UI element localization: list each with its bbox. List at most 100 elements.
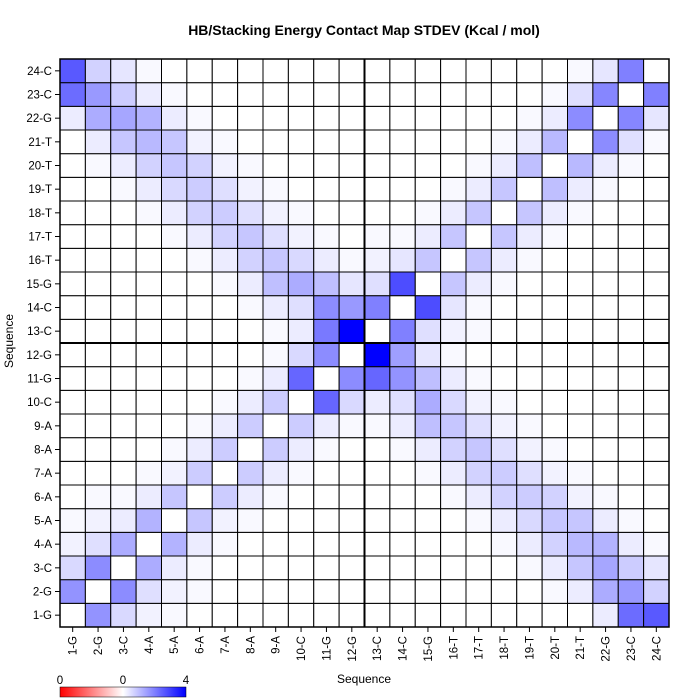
heatmap-cell [389,389,416,415]
heatmap-cell [110,318,137,344]
heatmap-cell [490,531,518,557]
heatmap-cell [465,413,492,439]
heatmap-cell [490,437,518,462]
heatmap-cell [541,437,568,462]
heatmap-cell [389,153,416,178]
heatmap-cell [313,555,340,581]
heatmap-cell [186,602,213,628]
heatmap-cell [592,413,619,439]
heatmap-cell [135,58,162,84]
heatmap-cell [59,389,86,415]
heatmap-cell [364,484,391,510]
heatmap-cell [567,247,594,273]
heatmap-cell [287,413,315,439]
heatmap-cell [364,129,391,155]
heatmap-cell [313,484,340,510]
heatmap-cell [414,129,442,155]
heatmap-cell [237,224,264,249]
heatmap-cell [643,129,670,155]
heatmap-cell [389,602,416,628]
heatmap-cell [617,153,645,178]
heatmap-cell [186,437,213,462]
heatmap-cell [364,295,391,320]
heatmap-cell [440,224,467,249]
heatmap-cell [567,105,594,131]
heatmap-cell [592,153,619,178]
heatmap-cell [313,271,340,297]
heatmap-cell [516,176,543,202]
heatmap-cell [59,508,86,533]
heatmap-cell [237,437,264,462]
heatmap-cell [592,105,619,131]
y-tick-label: 10-C [27,397,52,409]
heatmap-cell [135,271,162,297]
heatmap-cell [287,484,315,510]
heatmap-cell [516,555,543,581]
heatmap-cell [440,247,467,273]
color-scale-tick-label: 0 [120,675,126,687]
heatmap-cell [617,247,645,273]
heatmap-cell [465,58,492,84]
heatmap-cell [465,460,492,486]
x-tick-label: 20-T [550,636,562,660]
heatmap-cell [567,437,594,462]
heatmap-cell [567,531,594,557]
x-tick-label: 23-C [626,636,638,661]
heatmap-cell [592,366,619,391]
heatmap-cell [84,342,112,368]
heatmap-cell [135,437,162,462]
heatmap-cell [338,460,365,486]
heatmap-cell [59,342,86,368]
heatmap-cell [389,342,416,368]
heatmap-cell [541,484,568,510]
x-tick-label: 16-T [448,636,460,660]
heatmap-cell [617,271,645,297]
heatmap-cell [516,295,543,320]
heatmap-cell [440,413,467,439]
heatmap-cell [186,295,213,320]
x-tick-label: 15-G [423,636,435,662]
heatmap-cell [643,271,670,297]
heatmap-cell [465,105,492,131]
heatmap-cell [643,437,670,462]
heatmap-cell [617,555,645,581]
heatmap-cell [643,484,670,510]
heatmap-cell [541,508,568,533]
heatmap-cell [186,318,213,344]
x-tick-label: 3-C [118,636,130,655]
x-tick-label: 21-T [575,636,587,660]
heatmap-cell [643,555,670,581]
heatmap-cell [313,318,340,344]
heatmap-cell [84,437,112,462]
heatmap-cell [313,176,340,202]
heatmap-cell [59,318,86,344]
chart-title: HB/Stacking Energy Contact Map STDEV (Kc… [188,22,540,38]
heatmap-cell [262,342,289,368]
heatmap-cell [84,176,112,202]
heatmap-cell [490,271,518,297]
heatmap-cell [262,247,289,273]
y-tick-label: 5-A [34,516,52,528]
heatmap-cell [643,153,670,178]
heatmap-cell [59,413,86,439]
heatmap-cell [338,531,365,557]
heatmap-cell [186,105,213,131]
heatmap-cell [237,82,264,107]
heatmap-cell [364,579,391,604]
heatmap-cell [389,295,416,320]
heatmap-cell [110,342,137,368]
heatmap-cell [516,200,543,226]
heatmap-cell [287,224,315,249]
heatmap-cell [490,176,518,202]
heatmap-cell [313,153,340,178]
heatmap-cell [211,176,239,202]
y-tick-labels: 1-G 2-G 3-C 4-A 5-A 6-A 7-A 8-A 9-A 10-C 11-G 12-G 1… [26,66,60,622]
heatmap-cell [237,200,264,226]
heatmap-cell [211,602,239,628]
heatmap-cell [135,200,162,226]
heatmap-cell [364,342,391,368]
heatmap-cell [313,224,340,249]
heatmap-cell [516,318,543,344]
heatmap-cell [84,318,112,344]
